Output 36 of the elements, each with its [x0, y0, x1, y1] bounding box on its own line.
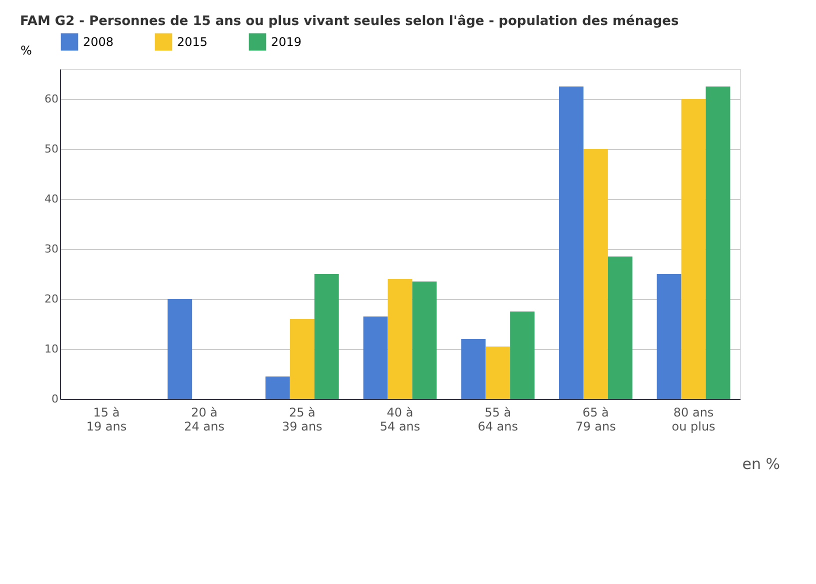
- bar: [363, 316, 388, 399]
- bar: [290, 319, 314, 399]
- bar: [681, 99, 706, 399]
- y-tick-label: 30: [44, 242, 58, 256]
- x-tick-label: 80 ans ou plus: [672, 406, 716, 434]
- text: en %: [742, 455, 780, 473]
- y-tick-label: 40: [44, 192, 58, 206]
- x-tick-label: 25 à 39 ans: [282, 406, 322, 434]
- bar: [558, 86, 584, 399]
- legend-label: 2015: [177, 34, 208, 49]
- x-tick-label: 15 à 19 ans: [86, 406, 127, 434]
- y-axis-title: %: [20, 44, 32, 58]
- x-tick-label: 55 à 64 ans: [478, 406, 518, 434]
- bar: [486, 346, 510, 399]
- x-tick-label: 20 à 24 ans: [184, 406, 224, 434]
- y-tick-label: 50: [44, 142, 58, 156]
- bar: [608, 256, 632, 399]
- bar: [510, 312, 535, 399]
- y-tick-label: 0: [52, 392, 58, 406]
- y-tick-label: 10: [44, 342, 58, 356]
- bar: [314, 274, 339, 399]
- legend-label: 2008: [83, 34, 114, 49]
- y-tick-label: 20: [44, 292, 58, 306]
- bar: [412, 282, 437, 399]
- bar: [168, 299, 192, 399]
- bar: [583, 149, 608, 399]
- bar: [706, 86, 730, 399]
- legend-label: 2019: [271, 34, 302, 49]
- bar: [265, 376, 290, 399]
- x-tick-label: 65 à 79 ans: [576, 406, 616, 434]
- chart-title: FAM G2 - Personnes de 15 ans ou plus vivant seules selon l'âge - population des ménages: [20, 14, 679, 29]
- x-tick-label: 40 à 54 ans: [380, 406, 420, 434]
- bar: [656, 274, 682, 399]
- bar: [388, 279, 412, 399]
- bar: [461, 339, 486, 399]
- y-tick-label: 60: [44, 92, 58, 106]
